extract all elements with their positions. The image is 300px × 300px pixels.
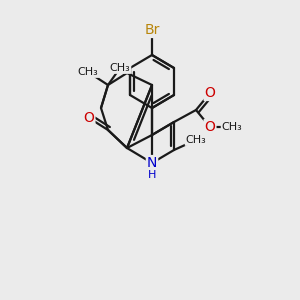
Text: CH₃: CH₃ — [110, 63, 130, 73]
Text: O: O — [84, 111, 94, 125]
Text: O: O — [205, 120, 215, 134]
Text: Br: Br — [144, 23, 160, 37]
Text: O: O — [205, 86, 215, 100]
Text: N: N — [147, 156, 157, 170]
Text: CH₃: CH₃ — [222, 122, 242, 132]
Text: H: H — [148, 170, 156, 180]
Text: CH₃: CH₃ — [186, 135, 206, 145]
Text: CH₃: CH₃ — [78, 67, 98, 77]
